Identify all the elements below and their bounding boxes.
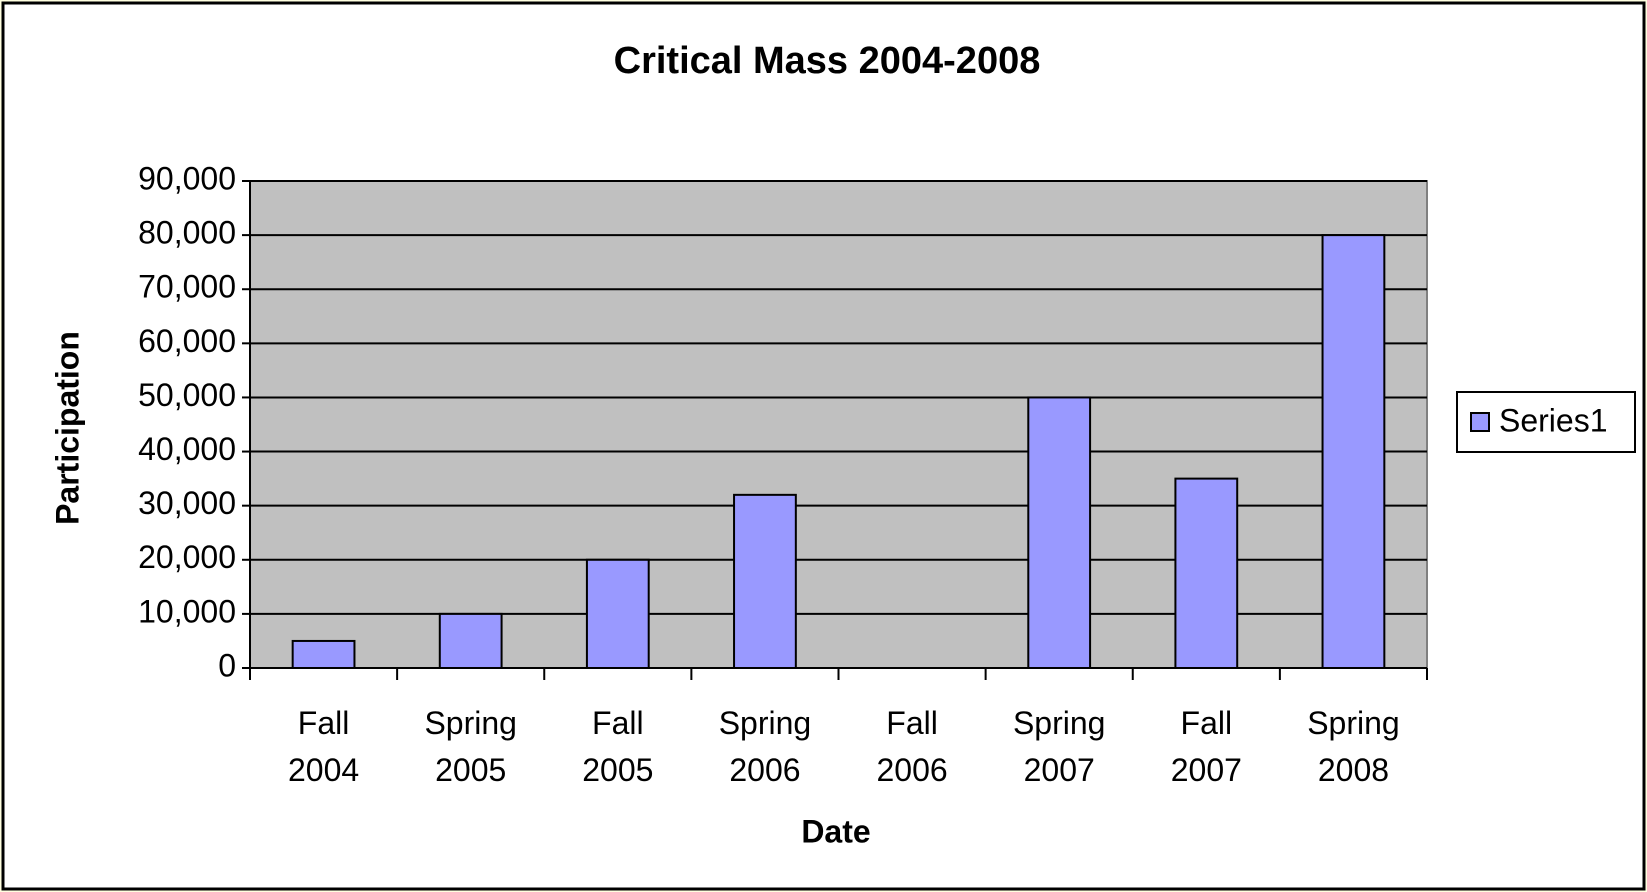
- x-axis-title: Date: [801, 813, 870, 849]
- bar: [1174, 477, 1239, 669]
- y-tick-label: 70,000: [138, 269, 236, 305]
- bar: [733, 493, 797, 669]
- bar: [438, 612, 503, 670]
- y-tick-label: 60,000: [138, 323, 236, 359]
- x-tick-label: Fall 2006: [876, 705, 948, 788]
- y-tick-label: 90,000: [138, 160, 236, 196]
- x-tick-label: Fall 2004: [287, 705, 360, 788]
- x-tick-label: Fall 2007: [1170, 705, 1242, 788]
- bar: [1321, 234, 1386, 669]
- bar: [1027, 396, 1092, 669]
- legend-label: Series1: [1499, 402, 1608, 438]
- y-axis-title: Participation: [49, 331, 85, 525]
- x-tick-label: Spring 2008: [1307, 705, 1400, 788]
- legend-swatch: [1470, 412, 1490, 432]
- plot-area: [249, 180, 1428, 669]
- chart-title: Critical Mass 2004-2008: [614, 40, 1041, 82]
- y-tick-label: 20,000: [138, 539, 236, 575]
- y-tick-label: 50,000: [138, 377, 236, 413]
- y-tick-label: 30,000: [138, 485, 236, 521]
- y-tick-label: 10,000: [138, 593, 236, 629]
- y-tick-label: 0: [218, 647, 236, 683]
- y-tick-label: 40,000: [138, 431, 236, 467]
- y-tick-label: 80,000: [138, 215, 236, 251]
- x-tick-label: Fall 2005: [582, 705, 654, 788]
- x-tick-label: Spring 2005: [424, 705, 517, 788]
- bar: [585, 558, 650, 669]
- x-tick-label: Spring 2007: [1012, 705, 1106, 788]
- bar: [291, 639, 356, 670]
- x-tick-label: Spring 2006: [718, 705, 812, 788]
